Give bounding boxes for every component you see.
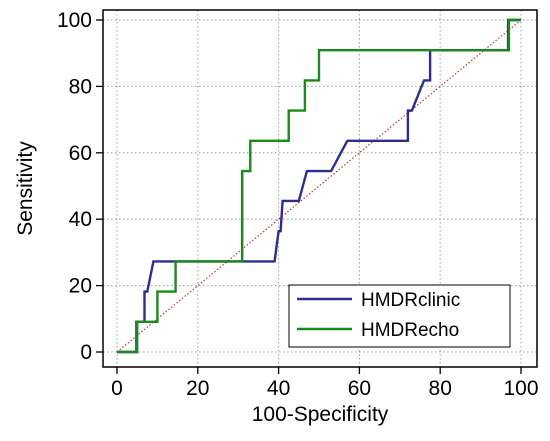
y-tick-label: 0 — [80, 341, 92, 364]
y-tick-label: 20 — [69, 275, 92, 298]
series-line-hmdrecho — [117, 18, 521, 354]
x-tick-label: 40 — [267, 377, 290, 400]
axis-ticks: 0 20 40 60 80 100 0 20 40 60 80 100 — [57, 9, 539, 400]
y-axis-title: Sensitivity — [14, 141, 37, 236]
legend-label-hmdrecho: HMDRecho — [361, 320, 459, 341]
legend: HMDRclinic HMDRecho — [288, 284, 511, 348]
legend-label-hmdrclinic: HMDRclinic — [361, 290, 460, 311]
y-tick-label: 80 — [69, 75, 92, 98]
y-tick-label: 100 — [57, 9, 92, 32]
y-tick-label: 60 — [69, 142, 92, 165]
y-tick-label: 40 — [69, 208, 92, 231]
x-axis-title: 100-Specificity — [252, 403, 389, 426]
x-tick-label: 80 — [429, 377, 452, 400]
series-layer — [117, 18, 521, 354]
x-tick-label: 0 — [111, 377, 123, 400]
x-tick-label: 100 — [503, 377, 538, 400]
legend-box — [288, 284, 511, 348]
x-tick-label: 60 — [348, 377, 371, 400]
series-line-hmdrclinic — [117, 18, 521, 354]
plot-frame — [102, 9, 538, 368]
x-tick-label: 20 — [186, 377, 209, 400]
